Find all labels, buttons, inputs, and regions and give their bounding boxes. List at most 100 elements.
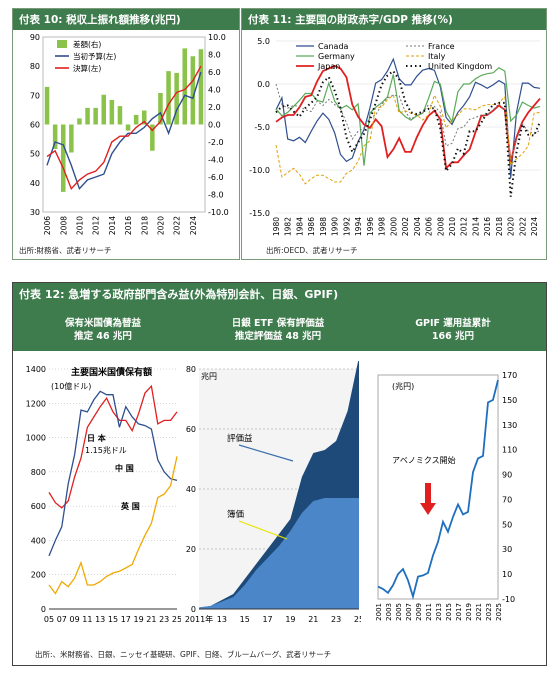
y-right-tick: 2.0: [208, 103, 221, 112]
label-abenomics: アベノミクス開始: [392, 455, 456, 465]
legend-label: Italy: [428, 52, 446, 61]
x-tick: 2006: [43, 216, 52, 235]
x-tick: 1994: [354, 217, 363, 236]
bar-difference: [85, 107, 90, 125]
arrow-valuation-gain: [238, 444, 294, 462]
line-uk: [48, 456, 178, 595]
x-tick: 2006: [425, 217, 434, 236]
x-tick: 2025: [495, 603, 503, 621]
subchart-title: 主要国米国債保有額: [71, 366, 152, 378]
y-right-tick: -8.0: [208, 191, 224, 200]
legend-label: 決算(左): [73, 63, 101, 73]
x-tick: 19: [134, 615, 144, 624]
y-tick: -10: [502, 595, 515, 604]
x-tick: 2022: [173, 216, 182, 235]
chart11-header: 付表 11: 主要国の財政赤字/GDP 推移(%): [242, 9, 546, 30]
label-japan: 日 本: [87, 433, 106, 443]
col2-line1: 日銀 ETF 保有評価益: [231, 318, 325, 329]
x-tick: 2008: [59, 216, 68, 235]
line-settled: [46, 65, 202, 190]
legend-swatch: [57, 40, 67, 48]
bar-difference: [125, 124, 131, 131]
col1-summary: 保有米国債為替益 推定 46 兆円: [23, 317, 183, 343]
x-tick: 1996: [366, 217, 375, 236]
x-tick: 1982: [284, 217, 293, 236]
plot-frame: [42, 36, 206, 213]
y-tick: 200: [31, 571, 46, 580]
bar-difference: [150, 124, 155, 151]
y-left-tick: 50: [30, 150, 40, 159]
y-tick: 5.0: [257, 37, 270, 46]
line-initial-budget: [46, 71, 202, 191]
bar-difference: [182, 48, 188, 125]
chart12-source: 出所:、米財務省、日銀、ニッセイ基礎研、GPIF、日経、ブルームバーグ、武者リサ…: [35, 650, 332, 659]
bar-difference: [93, 107, 98, 125]
x-tick: 2014: [471, 217, 480, 236]
bar-difference: [52, 124, 58, 149]
y-unit: (兆円): [392, 381, 414, 391]
label-valuation-gain: 評価益: [227, 433, 253, 444]
x-tick: 2016: [124, 216, 133, 235]
x-tick: 17: [121, 615, 131, 624]
x-tick: 07: [57, 615, 67, 624]
legend-label: United Kingdom: [428, 62, 492, 71]
chart12-panel: 付表 12: 急増する政府部門含み益(外為特別会計、日銀、GPIF) 保有米国債…: [12, 282, 547, 666]
col2-summary: 日銀 ETF 保有評価益 推定評価益 48 兆円: [193, 317, 363, 343]
y-tick: 150: [502, 396, 517, 405]
x-tick: 1990: [331, 217, 340, 236]
x-tick: 21: [308, 615, 318, 624]
line-gpif-cumulative: [377, 379, 499, 600]
y-tick: 50: [502, 520, 512, 529]
col3-line2: 166 兆円: [431, 331, 475, 342]
x-tick: 2010: [448, 217, 457, 236]
x-tick: 2023: [485, 603, 493, 621]
y-right-tick: -2.0: [208, 138, 224, 147]
y-tick: 40: [186, 485, 196, 494]
x-tick: 2003: [385, 603, 393, 621]
x-tick: 1984: [295, 217, 304, 236]
x-tick: 23: [331, 615, 341, 624]
line-france: [275, 83, 541, 161]
y-left-tick: 60: [30, 121, 40, 130]
arrow-book-value: [238, 520, 288, 540]
x-tick: 1988: [319, 217, 328, 236]
x-tick: 2021: [475, 603, 483, 621]
legend-label: 当初予算(左): [73, 51, 116, 61]
chart11-panel: 付表 11: 主要国の財政赤字/GDP 推移(%) 5.0 0.0 -5.0 -10.…: [241, 8, 547, 260]
y-tick: -15.0: [249, 209, 270, 218]
x-tick: 09: [70, 615, 80, 624]
chart10-panel: 付表 10: 税収上振れ額推移(兆円) 30 40 50 60 70 80 90 10.0 8.…: [12, 8, 240, 260]
bar-difference: [109, 100, 115, 125]
line-japan: [275, 64, 541, 171]
x-tick: 23: [159, 615, 169, 624]
bar-difference: [174, 72, 179, 125]
bar-difference: [60, 124, 66, 192]
x-tick: 25: [354, 615, 361, 624]
label-uk: 英 国: [120, 501, 140, 511]
bar-difference: [166, 71, 171, 125]
x-tick: 05: [44, 615, 54, 624]
chart10-source: 出所:財務省、武者リサーチ: [19, 246, 112, 255]
col1-line1: 保有米国債為替益: [64, 318, 141, 329]
line-italy: [275, 93, 541, 185]
x-tick: 2009: [415, 603, 423, 621]
legend-label: Canada: [318, 42, 349, 51]
legend-label: Japan: [317, 62, 340, 71]
y-left-tick: 80: [30, 62, 40, 71]
x-tick: 2016: [483, 217, 492, 236]
x-tick: 2017: [455, 603, 463, 621]
arrow-abenomics-shaft: [425, 483, 431, 503]
x-tick: 2001: [375, 603, 383, 621]
y-right-tick: 8.0: [208, 51, 221, 60]
legend-label: 差額(右): [73, 39, 101, 49]
x-tick: 2015: [445, 603, 453, 621]
bar-difference: [190, 56, 196, 125]
x-tick: 2018: [140, 216, 149, 235]
col2-line2: 推定評価益 48 兆円: [234, 331, 322, 342]
y-unit: 兆円: [201, 371, 217, 381]
plot-frame: [377, 374, 499, 600]
x-tick: 1998: [378, 217, 387, 236]
